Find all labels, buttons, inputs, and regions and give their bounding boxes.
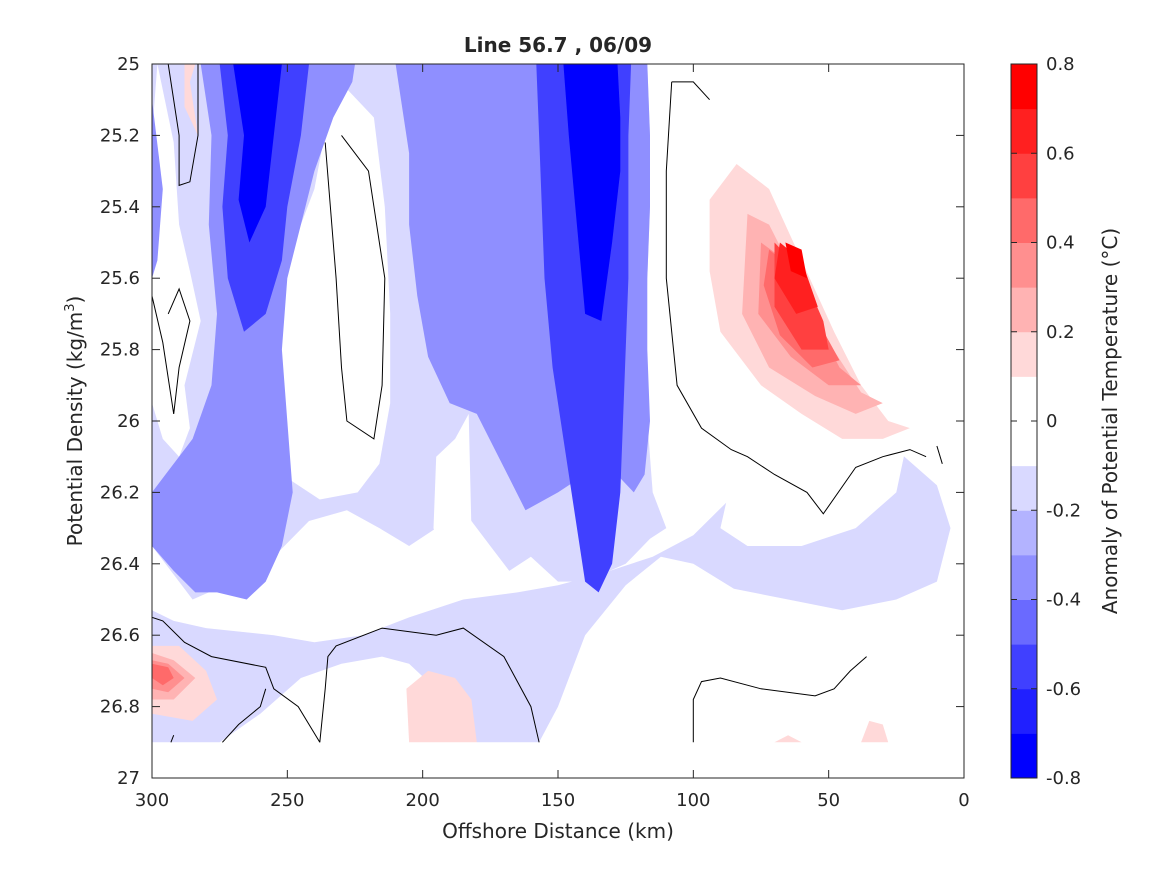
contour-region-30 xyxy=(785,242,807,279)
colorbar-tick-label: 0.4 xyxy=(1046,233,1075,254)
colorbar-ticks: 0.8 0.6 0.4 0.2 0 -0.2 -0.4 -0.6 -0.8 xyxy=(1011,54,1081,789)
chart-title: Line 56.7 , 06/09 xyxy=(464,33,652,57)
contour-fill-layer xyxy=(152,64,951,743)
y-axis-label: Potential Density (kg/m3) xyxy=(63,296,87,547)
contour-region-4 xyxy=(265,89,391,500)
y-tick-label: 25.4 xyxy=(100,197,140,218)
zero-contour-line-7 xyxy=(692,656,867,743)
y-tick-label: 25 xyxy=(117,54,140,75)
colorbar-swatch-12 xyxy=(1011,197,1037,243)
colorbar-swatch-5 xyxy=(1011,510,1037,556)
x-tick-label: 50 xyxy=(817,790,840,811)
zero-contour-line-9 xyxy=(665,81,927,515)
y-axis-label-main: Potential Density (kg/m xyxy=(63,312,87,547)
y-tick-label: 26.2 xyxy=(100,482,140,503)
contour-region-14 xyxy=(238,71,266,179)
y-tick-label: 26.6 xyxy=(100,625,140,646)
colorbar-swatch-10 xyxy=(1011,287,1037,333)
colorbar-swatch-7 xyxy=(1011,421,1037,467)
colorbar-swatch-9 xyxy=(1011,331,1037,377)
y-tick-label: 25.6 xyxy=(100,268,140,289)
colorbar-swatch-14 xyxy=(1011,108,1037,154)
colorbar-swatch-4 xyxy=(1011,554,1037,600)
contour-region-21 xyxy=(861,720,889,743)
colorbar-label: Anomaly of Potential Temperature (°C) xyxy=(1098,228,1122,614)
contour-region-29 xyxy=(774,242,818,314)
contour-region-20 xyxy=(774,735,802,743)
contour-region-15 xyxy=(579,71,613,189)
x-tick-label: 250 xyxy=(270,790,304,811)
colorbar-tick-label: -0.6 xyxy=(1046,679,1081,700)
y-axis-label-close: ) xyxy=(63,296,87,304)
contour-region-19 xyxy=(406,670,477,743)
x-tick-label: 0 xyxy=(958,790,969,811)
colorbar-tick-label: 0.2 xyxy=(1046,322,1075,343)
colorbar-swatch-13 xyxy=(1011,153,1037,199)
colorbar-swatch-1 xyxy=(1011,688,1037,734)
zero-contour-line-1 xyxy=(152,287,191,414)
colorbar-swatch-3 xyxy=(1011,599,1037,645)
x-axis-label: Offshore Distance (km) xyxy=(442,819,674,843)
zero-contour-line-0 xyxy=(167,64,199,187)
colorbar-swatch-11 xyxy=(1011,242,1037,288)
y-tick-label: 25.8 xyxy=(100,340,140,361)
contour-region-3 xyxy=(152,64,201,457)
zero-contour-line-5 xyxy=(170,735,175,743)
x-tick-label: 200 xyxy=(405,790,439,811)
colorbar-swatch-8 xyxy=(1011,376,1037,422)
contour-region-8 xyxy=(152,64,355,600)
y-tick-label: 27 xyxy=(117,768,140,789)
colorbar-swatch-15 xyxy=(1011,64,1037,110)
y-tick-label: 26 xyxy=(117,411,140,432)
zero-contour-line-6 xyxy=(319,627,540,743)
y-tick-label: 26.8 xyxy=(100,697,140,718)
x-tick-label: 100 xyxy=(676,790,710,811)
y-tick-label: 26.4 xyxy=(100,554,140,575)
colorbar-tick-label: -0.2 xyxy=(1046,500,1081,521)
colorbar-swatch-6 xyxy=(1011,465,1037,511)
contour-region-27 xyxy=(152,663,174,686)
contour-region-5 xyxy=(433,413,472,582)
zero-contour-line-3 xyxy=(152,616,321,743)
colorbar-tick-label: 0.6 xyxy=(1046,143,1075,164)
colorbar-tick-label: 0.8 xyxy=(1046,54,1075,75)
colorbar-swatch-2 xyxy=(1011,644,1037,690)
x-tick-label: 150 xyxy=(541,790,575,811)
zero-contour-line-8 xyxy=(671,81,710,101)
contour-region-7 xyxy=(152,99,163,279)
colorbar-tick-label: -0.4 xyxy=(1046,590,1081,611)
colorbar-tick-label: 0 xyxy=(1046,411,1057,432)
contour-region-17 xyxy=(184,64,198,136)
zero-contour-line-10 xyxy=(936,445,943,464)
colorbar xyxy=(1011,64,1037,779)
zero-contour-layer xyxy=(152,64,943,743)
y-tick-label: 25.2 xyxy=(100,125,140,146)
x-axis: 300 250 200 150 100 50 0 xyxy=(135,64,970,811)
y-axis-label-superscript: 3 xyxy=(63,303,78,311)
colorbar-tick-label: -0.8 xyxy=(1046,768,1081,789)
zero-contour-line-2 xyxy=(324,135,386,440)
x-tick-label: 300 xyxy=(135,790,169,811)
zero-contour-line-4 xyxy=(222,688,267,743)
colorbar-swatch-0 xyxy=(1011,733,1037,779)
y-axis: 25 25.2 25.4 25.6 25.8 26 26.2 26.4 26.6 26.8 27 xyxy=(100,54,964,789)
